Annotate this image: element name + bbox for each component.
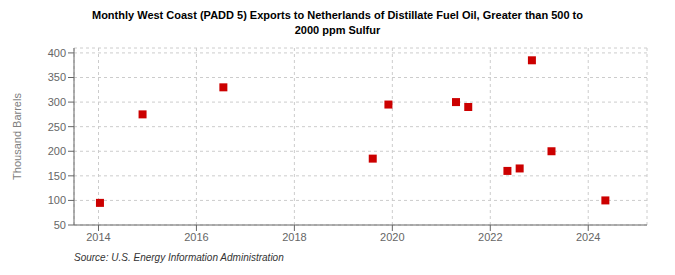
html-text:Source: U.S. Energy Informatio: Source: U.S. Energy Information Administ… [74,252,284,263]
svg-text:300: 300 [48,96,66,108]
svg-text:250: 250 [48,121,66,133]
svg-text:2020: 2020 [380,231,404,243]
svg-text:2024: 2024 [576,231,600,243]
svg-text:150: 150 [48,170,66,182]
svg-text:2022: 2022 [478,231,502,243]
svg-text:200: 200 [48,145,66,157]
svg-text:Thousand Barrels: Thousand Barrels [11,93,23,180]
svg-text:50: 50 [54,219,66,231]
html-text:Monthly West Coast (PADD 5) Ex: Monthly West Coast (PADD 5) Exports to N… [92,9,583,36]
svg-text:2018: 2018 [282,231,306,243]
svg-text:350: 350 [48,71,66,83]
svg-text:2014: 2014 [86,231,110,243]
svg-text:100: 100 [48,194,66,206]
svg-text:400: 400 [48,47,66,59]
svg-text:2016: 2016 [184,231,208,243]
